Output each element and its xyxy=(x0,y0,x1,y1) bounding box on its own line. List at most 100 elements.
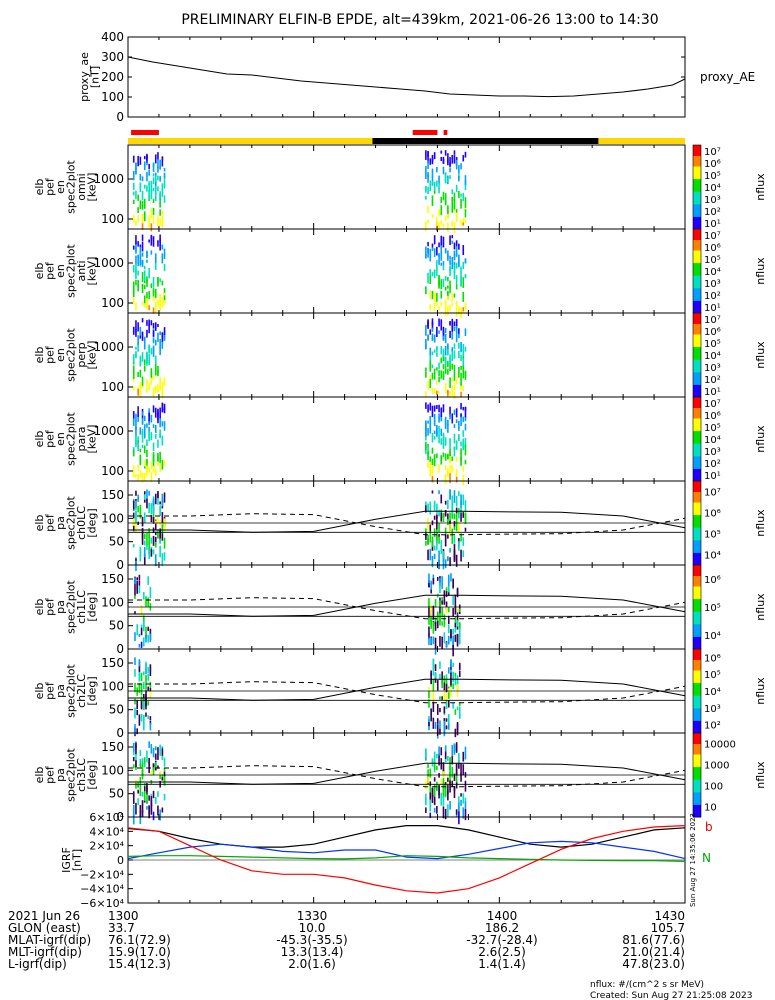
colorbar-segment xyxy=(693,791,701,795)
heatmap-mark xyxy=(161,386,164,397)
heatmap-mark xyxy=(149,687,152,692)
y-axis-label-line: spec2plot xyxy=(64,244,77,298)
loss-cone-dashed xyxy=(128,513,686,536)
heatmap-mark xyxy=(427,408,429,413)
y-axis-label-line: ch3LC xyxy=(75,758,88,792)
heatmap-mark xyxy=(440,196,443,204)
heatmap-mark xyxy=(146,439,148,446)
heatmap-mark xyxy=(132,751,135,756)
heatmap-mark xyxy=(427,534,429,545)
heatmap-mark xyxy=(150,283,153,289)
heatmap-mark xyxy=(462,407,465,411)
colorbar-segment xyxy=(693,390,701,394)
colorbar-segment xyxy=(693,573,701,576)
heatmap-mark xyxy=(425,325,427,336)
colorbar-segment xyxy=(693,296,701,299)
heatmap-mark xyxy=(454,606,457,615)
heatmap-mark xyxy=(139,777,142,790)
heatmap-mark xyxy=(439,578,441,586)
heatmap-mark xyxy=(455,245,458,257)
heatmap-mark xyxy=(452,644,454,657)
heatmap-mark xyxy=(134,587,136,596)
heatmap-mark xyxy=(143,445,146,454)
heatmap-mark xyxy=(143,757,146,764)
heatmap-mark xyxy=(152,173,155,177)
colorbar-tick-label: 10² xyxy=(704,721,721,732)
colorbar-segment xyxy=(693,655,701,658)
flag-segment xyxy=(131,130,159,135)
heatmap-mark xyxy=(132,215,135,223)
colorbar-segment xyxy=(693,434,701,438)
colorbar-segment xyxy=(693,201,701,205)
heatmap-mark xyxy=(451,385,454,396)
heatmap-mark xyxy=(134,632,136,642)
heatmap-mark xyxy=(451,464,454,473)
colorbar-segment xyxy=(693,770,701,774)
heatmap-mark xyxy=(141,417,144,424)
colorbar-segment xyxy=(693,292,701,295)
colorbar-segment xyxy=(693,178,701,182)
heatmap-mark xyxy=(146,458,148,464)
heatmap-mark xyxy=(431,322,434,330)
heatmap-mark xyxy=(460,342,462,353)
heatmap-mark xyxy=(150,744,153,754)
colorbar-segment xyxy=(693,539,701,543)
heatmap-mark xyxy=(139,369,142,378)
heatmap-mark xyxy=(427,272,429,284)
heatmap-mark xyxy=(451,235,454,239)
heatmap-mark xyxy=(436,718,439,724)
heatmap-mark xyxy=(139,200,142,209)
colorbar-segment xyxy=(693,527,701,530)
heatmap-mark xyxy=(455,469,458,477)
heatmap-mark xyxy=(154,364,157,376)
heatmap-mark xyxy=(163,248,166,260)
heatmap-mark xyxy=(462,466,465,472)
colorbar-segment xyxy=(693,567,701,570)
heatmap-mark xyxy=(458,625,461,633)
heatmap-mark xyxy=(440,494,443,504)
heatmap-mark xyxy=(460,533,462,542)
heatmap-mark xyxy=(447,291,449,296)
heatmap-mark xyxy=(159,451,161,463)
heatmap-mark xyxy=(141,791,144,797)
heatmap-mark xyxy=(132,182,135,190)
heatmap-mark xyxy=(447,205,449,214)
colorbar-segment xyxy=(693,701,701,705)
heatmap-mark xyxy=(154,799,157,804)
colorbar-tick-label: 10¹ xyxy=(704,471,721,482)
heatmap-mark xyxy=(440,150,443,154)
heatmap-mark xyxy=(462,385,465,391)
colorbar-segment xyxy=(693,529,701,532)
heatmap-mark xyxy=(462,356,465,360)
heatmap-mark xyxy=(453,343,456,350)
heatmap-mark xyxy=(451,780,454,788)
colorbar-segment xyxy=(693,176,701,180)
heatmap-mark xyxy=(150,250,153,255)
heatmap-mark xyxy=(443,678,446,691)
colorbar-segment xyxy=(693,397,701,400)
heatmap-mark xyxy=(150,462,153,469)
colorbar-tick-label: 10⁴ xyxy=(704,435,721,446)
heatmap-mark xyxy=(444,423,447,430)
heatmap-mark xyxy=(159,245,161,251)
colorbar-segment xyxy=(693,814,701,818)
heatmap-mark xyxy=(438,522,440,533)
heatmap-mark xyxy=(462,764,465,776)
heatmap-mark xyxy=(462,155,465,162)
heatmap-mark xyxy=(132,171,135,181)
heatmap-mark xyxy=(132,518,135,526)
heatmap-mark xyxy=(433,807,436,813)
heatmap-mark xyxy=(143,472,146,482)
heatmap-mark xyxy=(432,670,435,676)
colorbar-segment xyxy=(693,327,701,331)
heatmap-mark xyxy=(152,337,155,342)
heatmap-mark xyxy=(152,405,155,413)
colorbar-tick-label: 10⁵ xyxy=(704,670,721,681)
heatmap-mark xyxy=(449,780,451,793)
heatmap-mark xyxy=(140,713,143,722)
heatmap-mark xyxy=(452,595,454,606)
heatmap-mark xyxy=(454,624,457,633)
heatmap-mark xyxy=(157,240,159,247)
colorbar-segment xyxy=(693,457,701,461)
footer-value: 15.4(12.3) xyxy=(108,957,171,971)
